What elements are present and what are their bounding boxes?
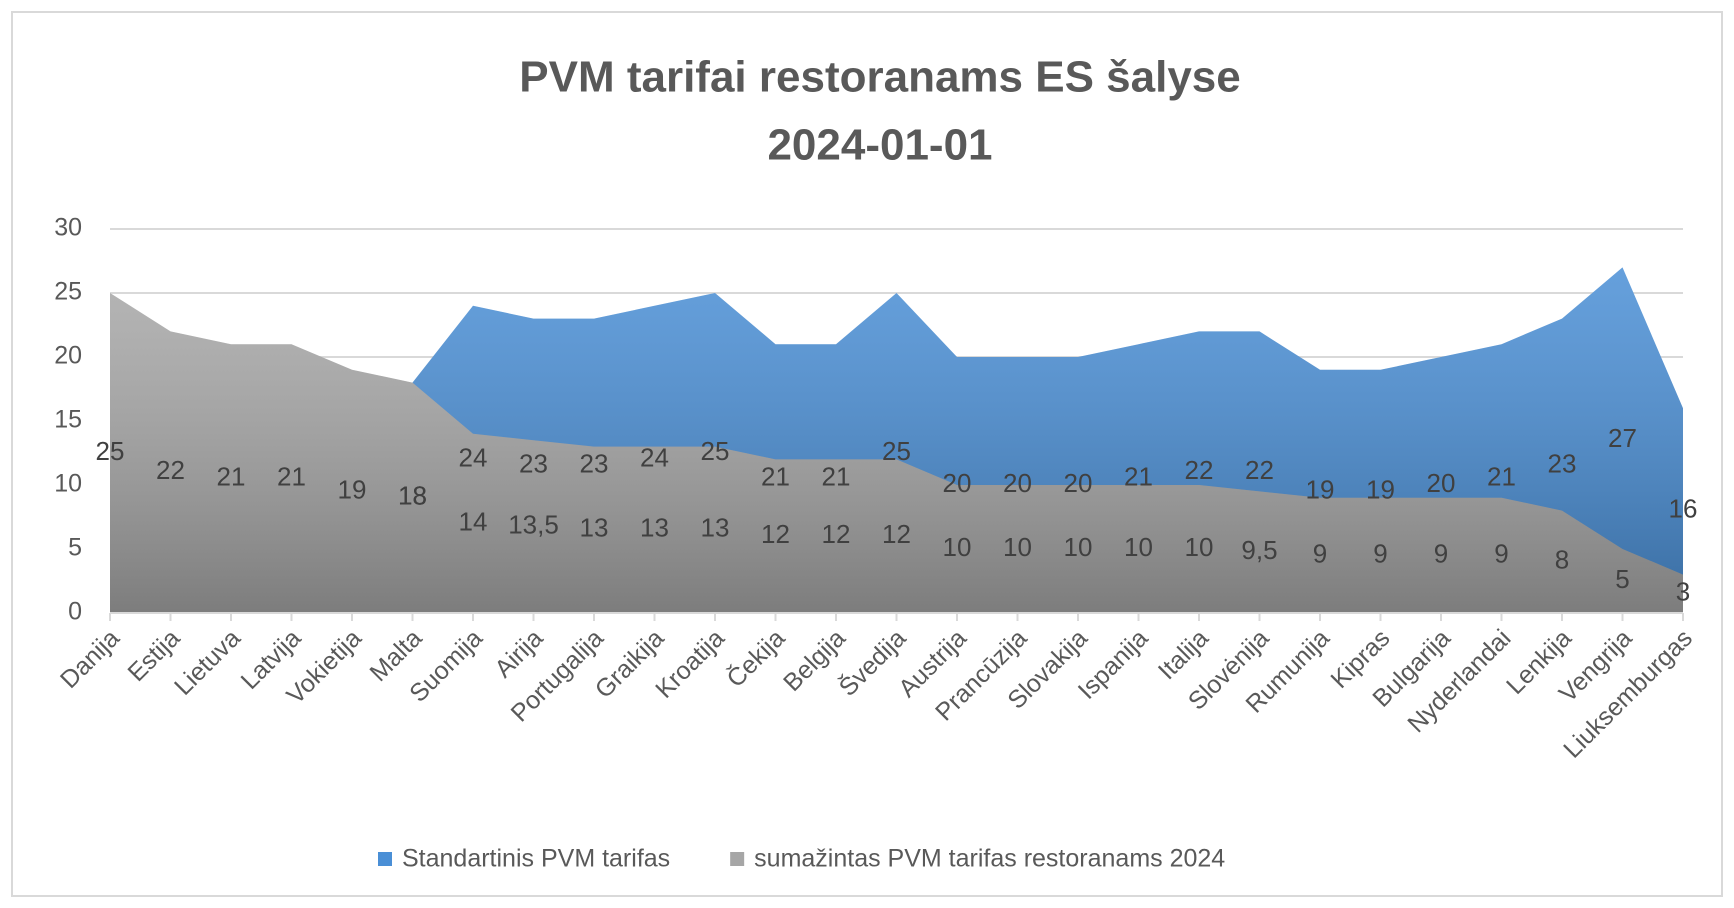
y-tick-label: 30 bbox=[54, 214, 82, 242]
data-label: 5 bbox=[1615, 564, 1629, 594]
data-label: 16 bbox=[1669, 493, 1698, 523]
data-label: 3 bbox=[1676, 577, 1690, 607]
legend-swatch bbox=[378, 852, 392, 866]
data-label: 10 bbox=[1124, 532, 1153, 562]
data-label: 10 bbox=[1185, 532, 1214, 562]
data-label: 25 bbox=[701, 436, 730, 466]
data-label: 21 bbox=[822, 461, 851, 491]
data-label: 8 bbox=[1555, 545, 1569, 575]
data-label: 21 bbox=[761, 461, 790, 491]
data-label: 10 bbox=[1064, 532, 1093, 562]
data-label: 19 bbox=[338, 474, 367, 504]
data-label: 12 bbox=[822, 519, 851, 549]
data-label: 25 bbox=[96, 436, 125, 466]
data-label: 21 bbox=[1124, 461, 1153, 491]
data-label: 13 bbox=[580, 513, 609, 543]
data-label: 23 bbox=[519, 449, 548, 479]
data-label: 24 bbox=[459, 442, 488, 472]
data-label: 10 bbox=[943, 532, 972, 562]
y-tick-label: 5 bbox=[68, 534, 82, 562]
chart-title: PVM tarifai restoranams ES šalyse bbox=[519, 53, 1240, 102]
data-label: 19 bbox=[1306, 474, 1335, 504]
data-label: 13 bbox=[640, 513, 669, 543]
y-tick-label: 20 bbox=[54, 342, 82, 370]
chart-subtitle: 2024-01-01 bbox=[767, 121, 992, 170]
data-label: 23 bbox=[580, 449, 609, 479]
data-label: 23 bbox=[1548, 449, 1577, 479]
legend-label: Standartinis PVM tarifas bbox=[402, 845, 670, 873]
data-label: 18 bbox=[398, 481, 427, 511]
data-label: 18 bbox=[398, 481, 427, 511]
y-tick-label: 15 bbox=[54, 406, 82, 434]
data-label: 21 bbox=[277, 461, 306, 491]
data-label: 9,5 bbox=[1241, 535, 1277, 565]
area-shade bbox=[110, 293, 1683, 613]
data-label: 19 bbox=[1366, 474, 1395, 504]
data-label: 27 bbox=[1608, 423, 1637, 453]
data-label: 13,5 bbox=[508, 509, 559, 539]
data-label: 9 bbox=[1494, 538, 1508, 568]
data-label: 20 bbox=[1427, 468, 1456, 498]
data-label: 20 bbox=[1064, 468, 1093, 498]
data-label: 21 bbox=[1487, 461, 1516, 491]
data-label: 20 bbox=[943, 468, 972, 498]
y-tick-label: 25 bbox=[54, 278, 82, 306]
legend-swatch bbox=[730, 852, 745, 866]
data-label: 22 bbox=[1185, 455, 1214, 485]
data-label: 13 bbox=[701, 513, 730, 543]
data-label: 9 bbox=[1434, 538, 1448, 568]
y-tick-label: 10 bbox=[54, 470, 82, 498]
legend-label: sumažintas PVM tarifas restoranams 2024 bbox=[754, 845, 1225, 873]
y-tick-label: 0 bbox=[68, 598, 82, 626]
data-label: 14 bbox=[459, 506, 488, 536]
data-label: 10 bbox=[1003, 532, 1032, 562]
data-label: 9 bbox=[1373, 538, 1387, 568]
data-label: 25 bbox=[882, 436, 911, 466]
data-label: 20 bbox=[1003, 468, 1032, 498]
data-label: 22 bbox=[1245, 455, 1274, 485]
data-label: 12 bbox=[882, 519, 911, 549]
data-label: 21 bbox=[217, 461, 246, 491]
data-label: 9 bbox=[1313, 538, 1327, 568]
data-label: 12 bbox=[761, 519, 790, 549]
data-label: 22 bbox=[156, 455, 185, 485]
data-label: 24 bbox=[640, 442, 669, 472]
